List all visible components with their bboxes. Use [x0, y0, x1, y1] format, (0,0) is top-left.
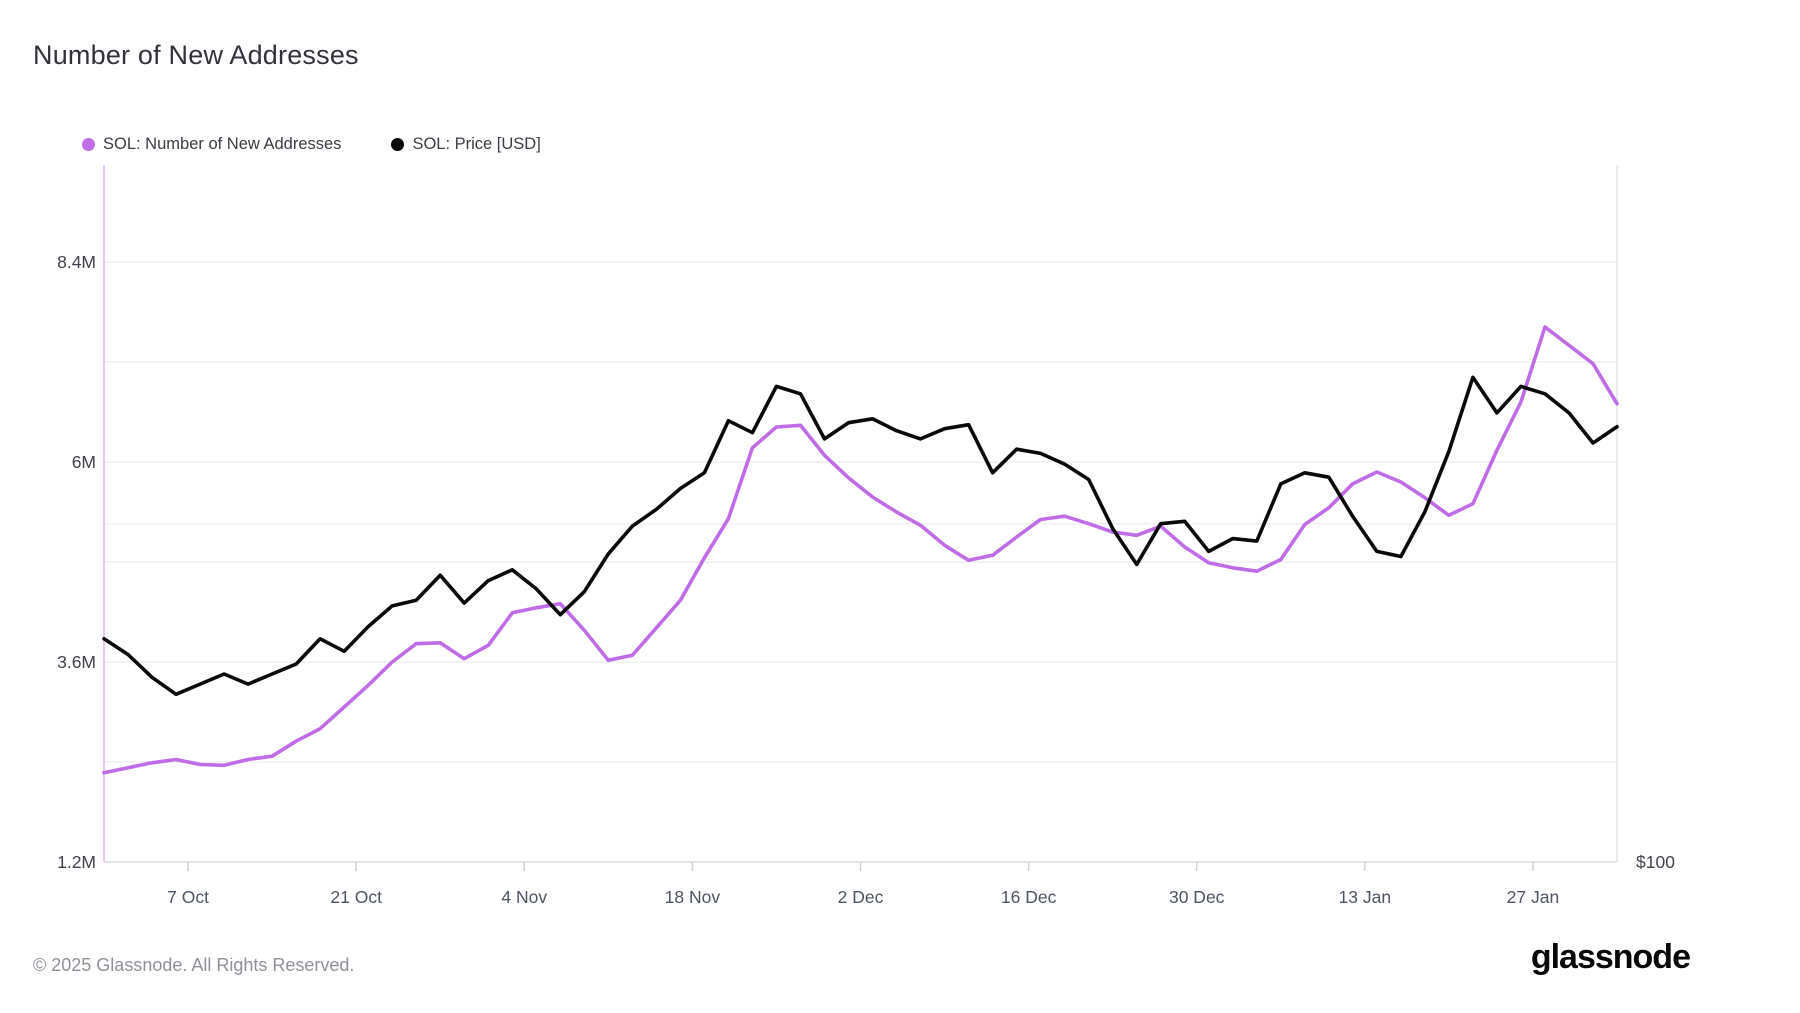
x-tick-label: 7 Oct — [167, 887, 209, 907]
x-tick-label: 30 Dec — [1169, 887, 1225, 907]
y-axis-label: 3.6M — [57, 652, 96, 672]
price-series-line — [102, 375, 1619, 697]
y-axis-label: 6M — [72, 452, 96, 472]
addresses-series-line — [102, 325, 1619, 775]
legend-item-addresses[interactable]: SOL: Number of New Addresses — [82, 135, 341, 154]
y-axis-label: 1.2M — [57, 852, 96, 872]
x-tick-label: 27 Jan — [1507, 887, 1560, 907]
price-series-dot-icon — [391, 138, 405, 151]
y-axis-label: 8.4M — [57, 252, 96, 272]
x-tick-label: 16 Dec — [1001, 887, 1057, 907]
x-tick-label: 21 Oct — [330, 887, 382, 907]
x-tick-label: 2 Dec — [838, 887, 884, 907]
legend-label-addresses: SOL: Number of New Addresses — [103, 135, 342, 153]
addresses-series-dot-icon — [82, 138, 95, 151]
x-tick-label: 4 Nov — [501, 887, 547, 907]
glassnode-logo: glassnode — [1530, 938, 1691, 976]
copyright-text: © 2025 Glassnode. All Rights Reserved. — [33, 955, 355, 975]
x-tick-label: 13 Jan — [1339, 887, 1392, 907]
price-axis-label: $100 — [1636, 852, 1675, 872]
chart-legend: SOL: Number of New Addresses SOL: Price … — [82, 135, 541, 154]
chart-plot-area[interactable] — [104, 165, 1617, 862]
legend-item-price[interactable]: SOL: Price [USD] — [391, 135, 541, 154]
legend-label-price: SOL: Price [USD] — [412, 135, 541, 153]
x-tick-label: 18 Nov — [665, 887, 721, 907]
page-title: Number of New Addresses — [33, 40, 359, 70]
